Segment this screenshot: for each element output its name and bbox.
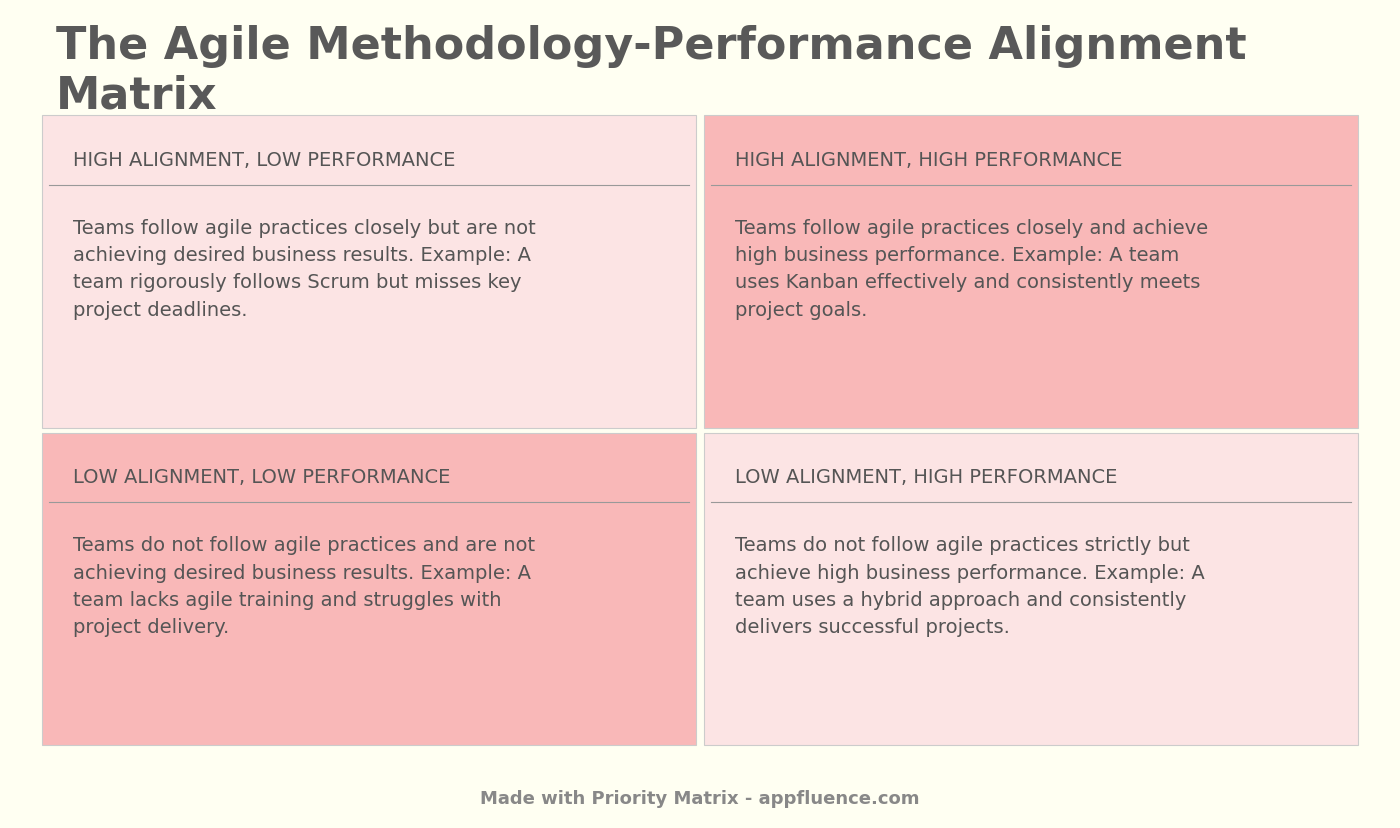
Text: Teams follow agile practices closely and achieve
high business performance. Exam: Teams follow agile practices closely and… xyxy=(735,219,1208,320)
Text: HIGH ALIGNMENT, HIGH PERFORMANCE: HIGH ALIGNMENT, HIGH PERFORMANCE xyxy=(735,151,1123,170)
Text: The Agile Methodology-Performance Alignment
Matrix: The Agile Methodology-Performance Alignm… xyxy=(56,25,1246,118)
Text: LOW ALIGNMENT, LOW PERFORMANCE: LOW ALIGNMENT, LOW PERFORMANCE xyxy=(73,468,451,487)
Text: Teams follow agile practices closely but are not
achieving desired business resu: Teams follow agile practices closely but… xyxy=(73,219,536,320)
FancyBboxPatch shape xyxy=(704,116,1358,428)
Text: LOW ALIGNMENT, HIGH PERFORMANCE: LOW ALIGNMENT, HIGH PERFORMANCE xyxy=(735,468,1117,487)
Text: HIGH ALIGNMENT, LOW PERFORMANCE: HIGH ALIGNMENT, LOW PERFORMANCE xyxy=(73,151,455,170)
Text: Made with Priority Matrix - appfluence.com: Made with Priority Matrix - appfluence.c… xyxy=(480,789,920,807)
Text: Teams do not follow agile practices strictly but
achieve high business performan: Teams do not follow agile practices stri… xyxy=(735,536,1205,637)
FancyBboxPatch shape xyxy=(42,433,696,745)
FancyBboxPatch shape xyxy=(704,433,1358,745)
FancyBboxPatch shape xyxy=(42,116,696,428)
Text: Teams do not follow agile practices and are not
achieving desired business resul: Teams do not follow agile practices and … xyxy=(73,536,535,637)
